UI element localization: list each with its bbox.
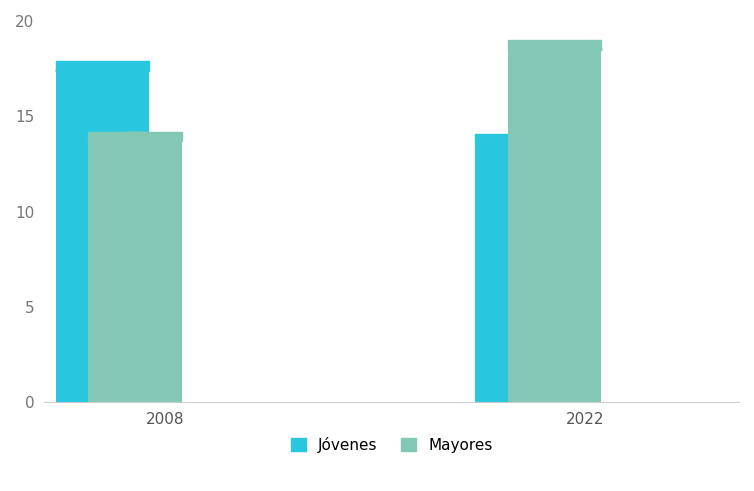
Legend: Jóvenes, Mayores: Jóvenes, Mayores bbox=[290, 437, 492, 453]
Bar bbox=[88, 141, 182, 403]
Bar bbox=[56, 71, 149, 403]
Bar bbox=[476, 143, 569, 403]
Bar bbox=[508, 50, 602, 403]
